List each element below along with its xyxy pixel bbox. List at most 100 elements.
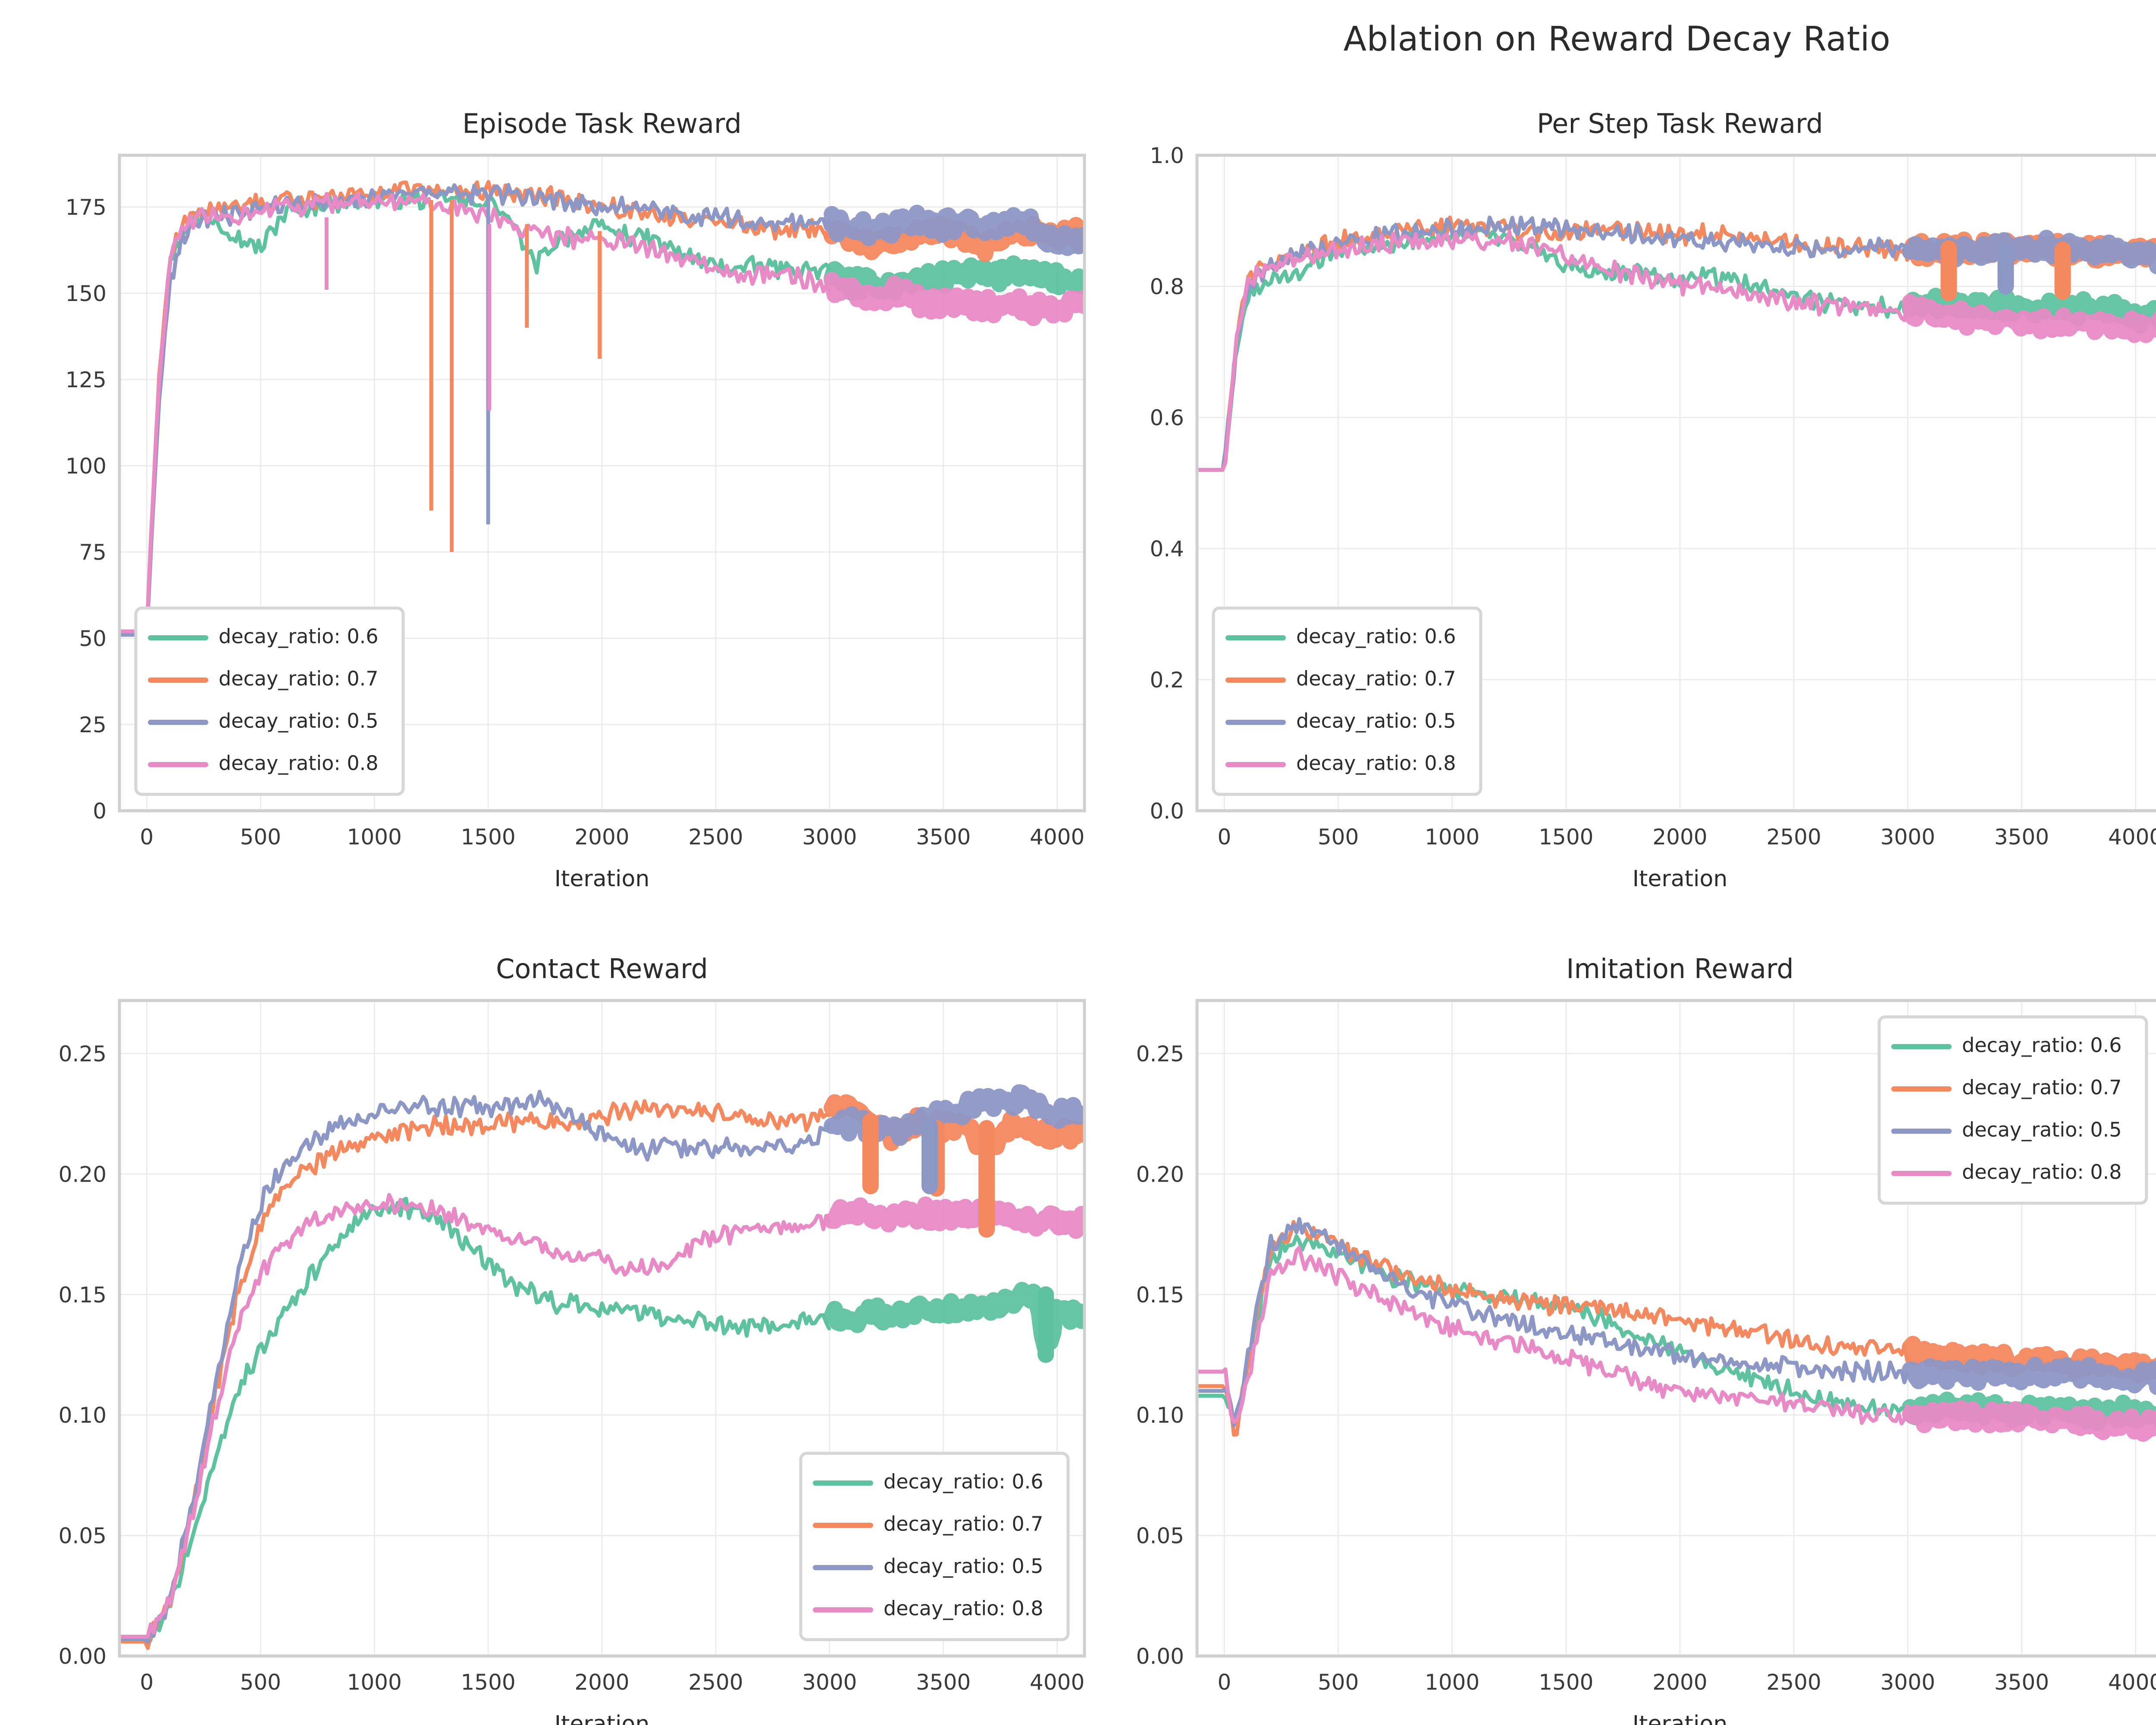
x-tick-label: 0 (1217, 825, 1231, 850)
series-line-smoothed (824, 255, 1084, 301)
legend-label: decay_ratio: 0.7 (1296, 667, 1456, 690)
legend-label: decay_ratio: 0.6 (1962, 1034, 2122, 1057)
panel-title: Imitation Reward (1566, 953, 1794, 985)
series-line (119, 1193, 831, 1639)
series-group (119, 1084, 1084, 1650)
legend-label: decay_ratio: 0.6 (219, 625, 379, 648)
legend-frame (1212, 606, 1482, 796)
y-tick-label: 0.6 (1150, 405, 1184, 430)
x-axis-label: Iteration (555, 1711, 650, 1725)
x-tick-label: 2000 (574, 1670, 629, 1695)
figure-suptitle: Ablation on Reward Decay Ratio (1343, 20, 1891, 59)
x-tick-label: 2500 (1767, 1670, 1821, 1695)
x-tick-label: 1500 (1539, 1670, 1593, 1695)
panel-title: Per Step Task Reward (1537, 108, 1823, 139)
x-tick-label: 1500 (1539, 825, 1593, 850)
legend-label: decay_ratio: 0.5 (219, 709, 379, 733)
legend: decay_ratio: 0.6 decay_ratio: 0.7 decay_ra… (1877, 1015, 2148, 1205)
y-tick-label: 0.20 (1136, 1162, 1184, 1187)
x-tick-label: 3000 (1880, 1670, 1935, 1695)
x-tick-label: 3000 (802, 825, 857, 850)
x-tick-label: 500 (1318, 825, 1359, 850)
x-tick-label: 1000 (1425, 825, 1479, 850)
y-tick-label: 0.25 (1136, 1041, 1184, 1066)
series-line (119, 1099, 831, 1650)
x-tick-label: 2500 (688, 1670, 743, 1695)
y-tick-label: 150 (66, 281, 107, 306)
y-tick-label: 0.10 (1136, 1403, 1184, 1428)
series-group (119, 180, 1084, 637)
y-tick-label: 0.0 (1150, 799, 1184, 824)
x-tick-label: 500 (240, 825, 281, 850)
x-tick-label: 2500 (1767, 825, 1821, 850)
x-tick-label: 4000 (2108, 1670, 2156, 1695)
y-tick-label: 0.00 (1136, 1644, 1184, 1669)
legend-label: decay_ratio: 0.7 (219, 667, 379, 690)
x-tick-label: 2000 (1652, 825, 1707, 850)
legend: decay_ratio: 0.6 decay_ratio: 0.7 decay_ra… (134, 606, 405, 796)
x-tick-label: 3500 (1994, 825, 2049, 850)
legend-label: decay_ratio: 0.7 (884, 1512, 1044, 1536)
legend-label: decay_ratio: 0.5 (1296, 709, 1456, 733)
plot-border (1195, 154, 2156, 812)
series-line (119, 191, 831, 634)
series-line-smoothed (1902, 1357, 2156, 1395)
x-axis-label: Iteration (555, 866, 650, 892)
x-tick-label: 1000 (347, 1670, 402, 1695)
y-tick-label: 175 (66, 195, 107, 220)
y-tick-label: 100 (66, 454, 107, 479)
series-line (119, 1197, 831, 1647)
x-tick-label: 2000 (1652, 1670, 1707, 1695)
y-tick-label: 0.05 (1136, 1524, 1184, 1549)
legend: decay_ratio: 0.6 decay_ratio: 0.7 decay_ra… (799, 1452, 1070, 1641)
series-line-smoothed (824, 1196, 1084, 1239)
y-tick-label: 0.8 (1150, 274, 1184, 299)
legend-label: decay_ratio: 0.8 (1296, 752, 1456, 775)
y-tick-label: 0.10 (59, 1403, 107, 1428)
legend-label: decay_ratio: 0.8 (1962, 1160, 2122, 1184)
x-tick-label: 3500 (916, 825, 971, 850)
y-tick-label: 25 (79, 712, 107, 737)
series-line (1197, 1217, 1909, 1427)
x-tick-label: 500 (1318, 1670, 1359, 1695)
y-tick-label: 1.0 (1150, 143, 1184, 168)
plot-border (118, 999, 1086, 1658)
y-tick-label: 50 (79, 626, 107, 651)
x-tick-label: 2500 (688, 825, 743, 850)
y-tick-label: 0.20 (59, 1162, 107, 1187)
series-line-smoothed (1902, 294, 2156, 343)
series-line-smoothed (824, 272, 1084, 326)
x-tick-label: 1000 (1425, 1670, 1479, 1695)
legend-label: decay_ratio: 0.8 (884, 1597, 1044, 1620)
x-tick-label: 500 (240, 1670, 281, 1695)
x-tick-label: 3500 (1994, 1670, 2049, 1695)
y-tick-label: 75 (79, 540, 107, 565)
legend-label: decay_ratio: 0.6 (884, 1470, 1044, 1493)
x-tick-label: 0 (1217, 1670, 1231, 1695)
y-tick-label: 0 (93, 799, 107, 824)
x-tick-label: 1500 (461, 1670, 515, 1695)
legend-frame (799, 1452, 1070, 1641)
x-tick-label: 4000 (1030, 1670, 1084, 1695)
y-tick-label: 0.15 (1136, 1283, 1184, 1308)
plot-border (118, 154, 1086, 812)
series-line (119, 183, 831, 637)
x-axis-label: Iteration (1633, 1711, 1728, 1725)
x-tick-label: 3000 (1880, 825, 1935, 850)
x-tick-label: 2000 (574, 825, 629, 850)
x-tick-label: 3500 (916, 1670, 971, 1695)
y-tick-label: 0.2 (1150, 668, 1184, 693)
legend-label: decay_ratio: 0.5 (1962, 1118, 2122, 1142)
legend-label: decay_ratio: 0.7 (1962, 1076, 2122, 1099)
legend-label: decay_ratio: 0.5 (884, 1555, 1044, 1578)
y-tick-label: 125 (66, 367, 107, 392)
series-group (1197, 215, 2156, 472)
y-tick-label: 0.4 (1150, 536, 1184, 561)
x-tick-label: 1500 (461, 825, 515, 850)
x-tick-label: 0 (140, 825, 154, 850)
